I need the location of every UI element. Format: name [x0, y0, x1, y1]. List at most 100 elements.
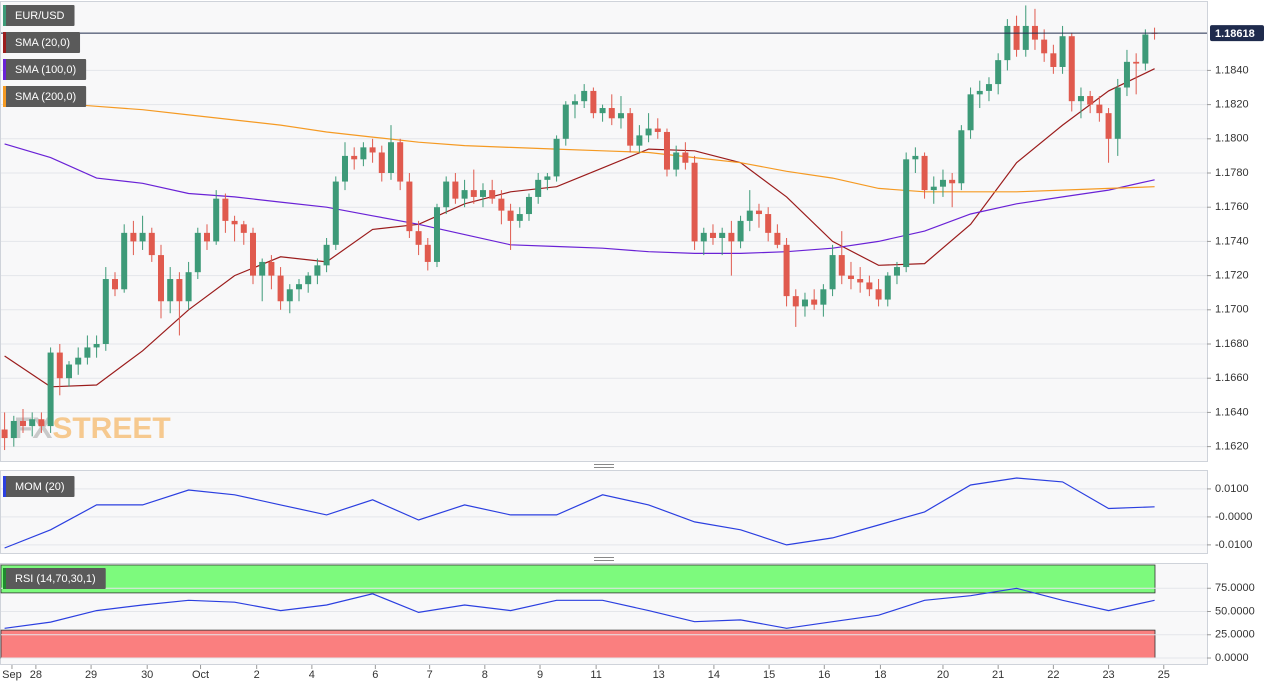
candle-body [967, 94, 974, 131]
candle-body [792, 296, 799, 307]
candle-body [56, 352, 63, 379]
candle-body [286, 289, 293, 302]
y-tick-label: 0.0000 [1215, 652, 1249, 664]
legend-stripe [3, 476, 6, 497]
candle-body [875, 289, 882, 300]
candle-body [498, 198, 505, 211]
candle-body [1142, 34, 1149, 64]
last-price-label: 1.18618 [1215, 28, 1255, 40]
y-tick-label: 1.1680 [1215, 338, 1249, 350]
line [4, 477, 1155, 549]
candle-body [507, 210, 514, 221]
candle-body [673, 152, 680, 170]
candle-body [663, 131, 670, 170]
legend-stripe [3, 5, 6, 26]
legend-box [3, 32, 81, 53]
y-tick-label: -0.0000 [1215, 511, 1252, 523]
candle-body [314, 265, 321, 276]
candle-body [231, 220, 238, 225]
candle-body [185, 272, 192, 302]
candle-body [930, 186, 937, 191]
candle-body [783, 244, 790, 297]
candle-body [351, 155, 358, 160]
legend-box [3, 476, 75, 497]
candle-body [1, 429, 8, 439]
candle-body [774, 232, 781, 245]
x-tick-label: 29 [85, 669, 97, 681]
candle-body [47, 352, 54, 427]
candle-body [176, 279, 183, 302]
y-tick-label: 1.1740 [1215, 235, 1249, 247]
y-tick-label: -0.0100 [1215, 539, 1252, 551]
candle-body [203, 232, 210, 242]
candle-body [1041, 39, 1048, 54]
candle-body [1114, 87, 1121, 139]
panel-splitter[interactable] [594, 557, 614, 561]
candle-body [581, 90, 588, 102]
candle-body [240, 224, 247, 233]
candle-body [65, 364, 72, 379]
candle-body [562, 104, 569, 139]
candle-body [1022, 25, 1029, 50]
legend-stripe [3, 568, 6, 589]
candle-body [903, 159, 910, 268]
candle-body [921, 155, 928, 191]
candle-body [148, 232, 155, 256]
watermark-part: STREET [52, 412, 170, 445]
candle-body [857, 279, 864, 283]
candle-body [19, 420, 26, 427]
watermark: FXSTREET [14, 412, 171, 445]
candle-body [847, 275, 854, 280]
candle-body [461, 190, 468, 199]
x-tick-label: 9 [537, 669, 543, 681]
y-tick-label: 50.0000 [1215, 605, 1255, 617]
candle-body [939, 179, 946, 187]
x-tick-label: 25 [1158, 669, 1170, 681]
candle-body [249, 232, 256, 276]
candle-body [387, 142, 394, 174]
last-price-tag [1210, 25, 1264, 42]
y-tick-label: 1.1640 [1215, 406, 1249, 418]
candle-body [452, 181, 459, 199]
price-panel [0, 1, 1208, 462]
candle-body [194, 232, 201, 273]
candle-body [617, 113, 624, 119]
candle-body [443, 181, 450, 208]
candle-body [571, 101, 578, 105]
legend-label: MOM (20) [15, 481, 65, 493]
candle-body [719, 232, 726, 238]
candle-body [765, 214, 772, 233]
candle-body [259, 261, 266, 276]
candle-body [295, 284, 302, 290]
legend-stripe [3, 32, 6, 53]
legend-stripe [3, 86, 6, 107]
candle-body [130, 232, 137, 242]
candle-body [958, 130, 965, 184]
x-tick-label: 21 [992, 669, 1004, 681]
candle-body [75, 357, 82, 365]
candle-body [433, 207, 440, 262]
legend-label: SMA (100,0) [15, 64, 76, 76]
candle-body [636, 135, 643, 146]
legend-box [3, 568, 106, 589]
watermark-part: FX [14, 412, 52, 445]
candle-body [599, 108, 606, 114]
candle-body [544, 176, 551, 180]
candle-body [360, 147, 367, 160]
y-tick-label: 1.1780 [1215, 167, 1249, 179]
y-tick-label: 75.0000 [1215, 582, 1255, 594]
candle-body [811, 299, 818, 305]
candle-body [976, 90, 983, 95]
candle-body [29, 419, 36, 427]
candle-body [829, 255, 836, 290]
line [4, 587, 1155, 629]
x-tick-label: 6 [372, 669, 378, 681]
line [4, 143, 1155, 254]
candle-body [912, 155, 919, 160]
y-tick-label: 0.0100 [1215, 483, 1249, 495]
x-tick-label: 23 [1102, 669, 1114, 681]
panel-splitter[interactable] [594, 464, 614, 468]
mom-panel [0, 470, 1208, 554]
line [4, 68, 1155, 388]
